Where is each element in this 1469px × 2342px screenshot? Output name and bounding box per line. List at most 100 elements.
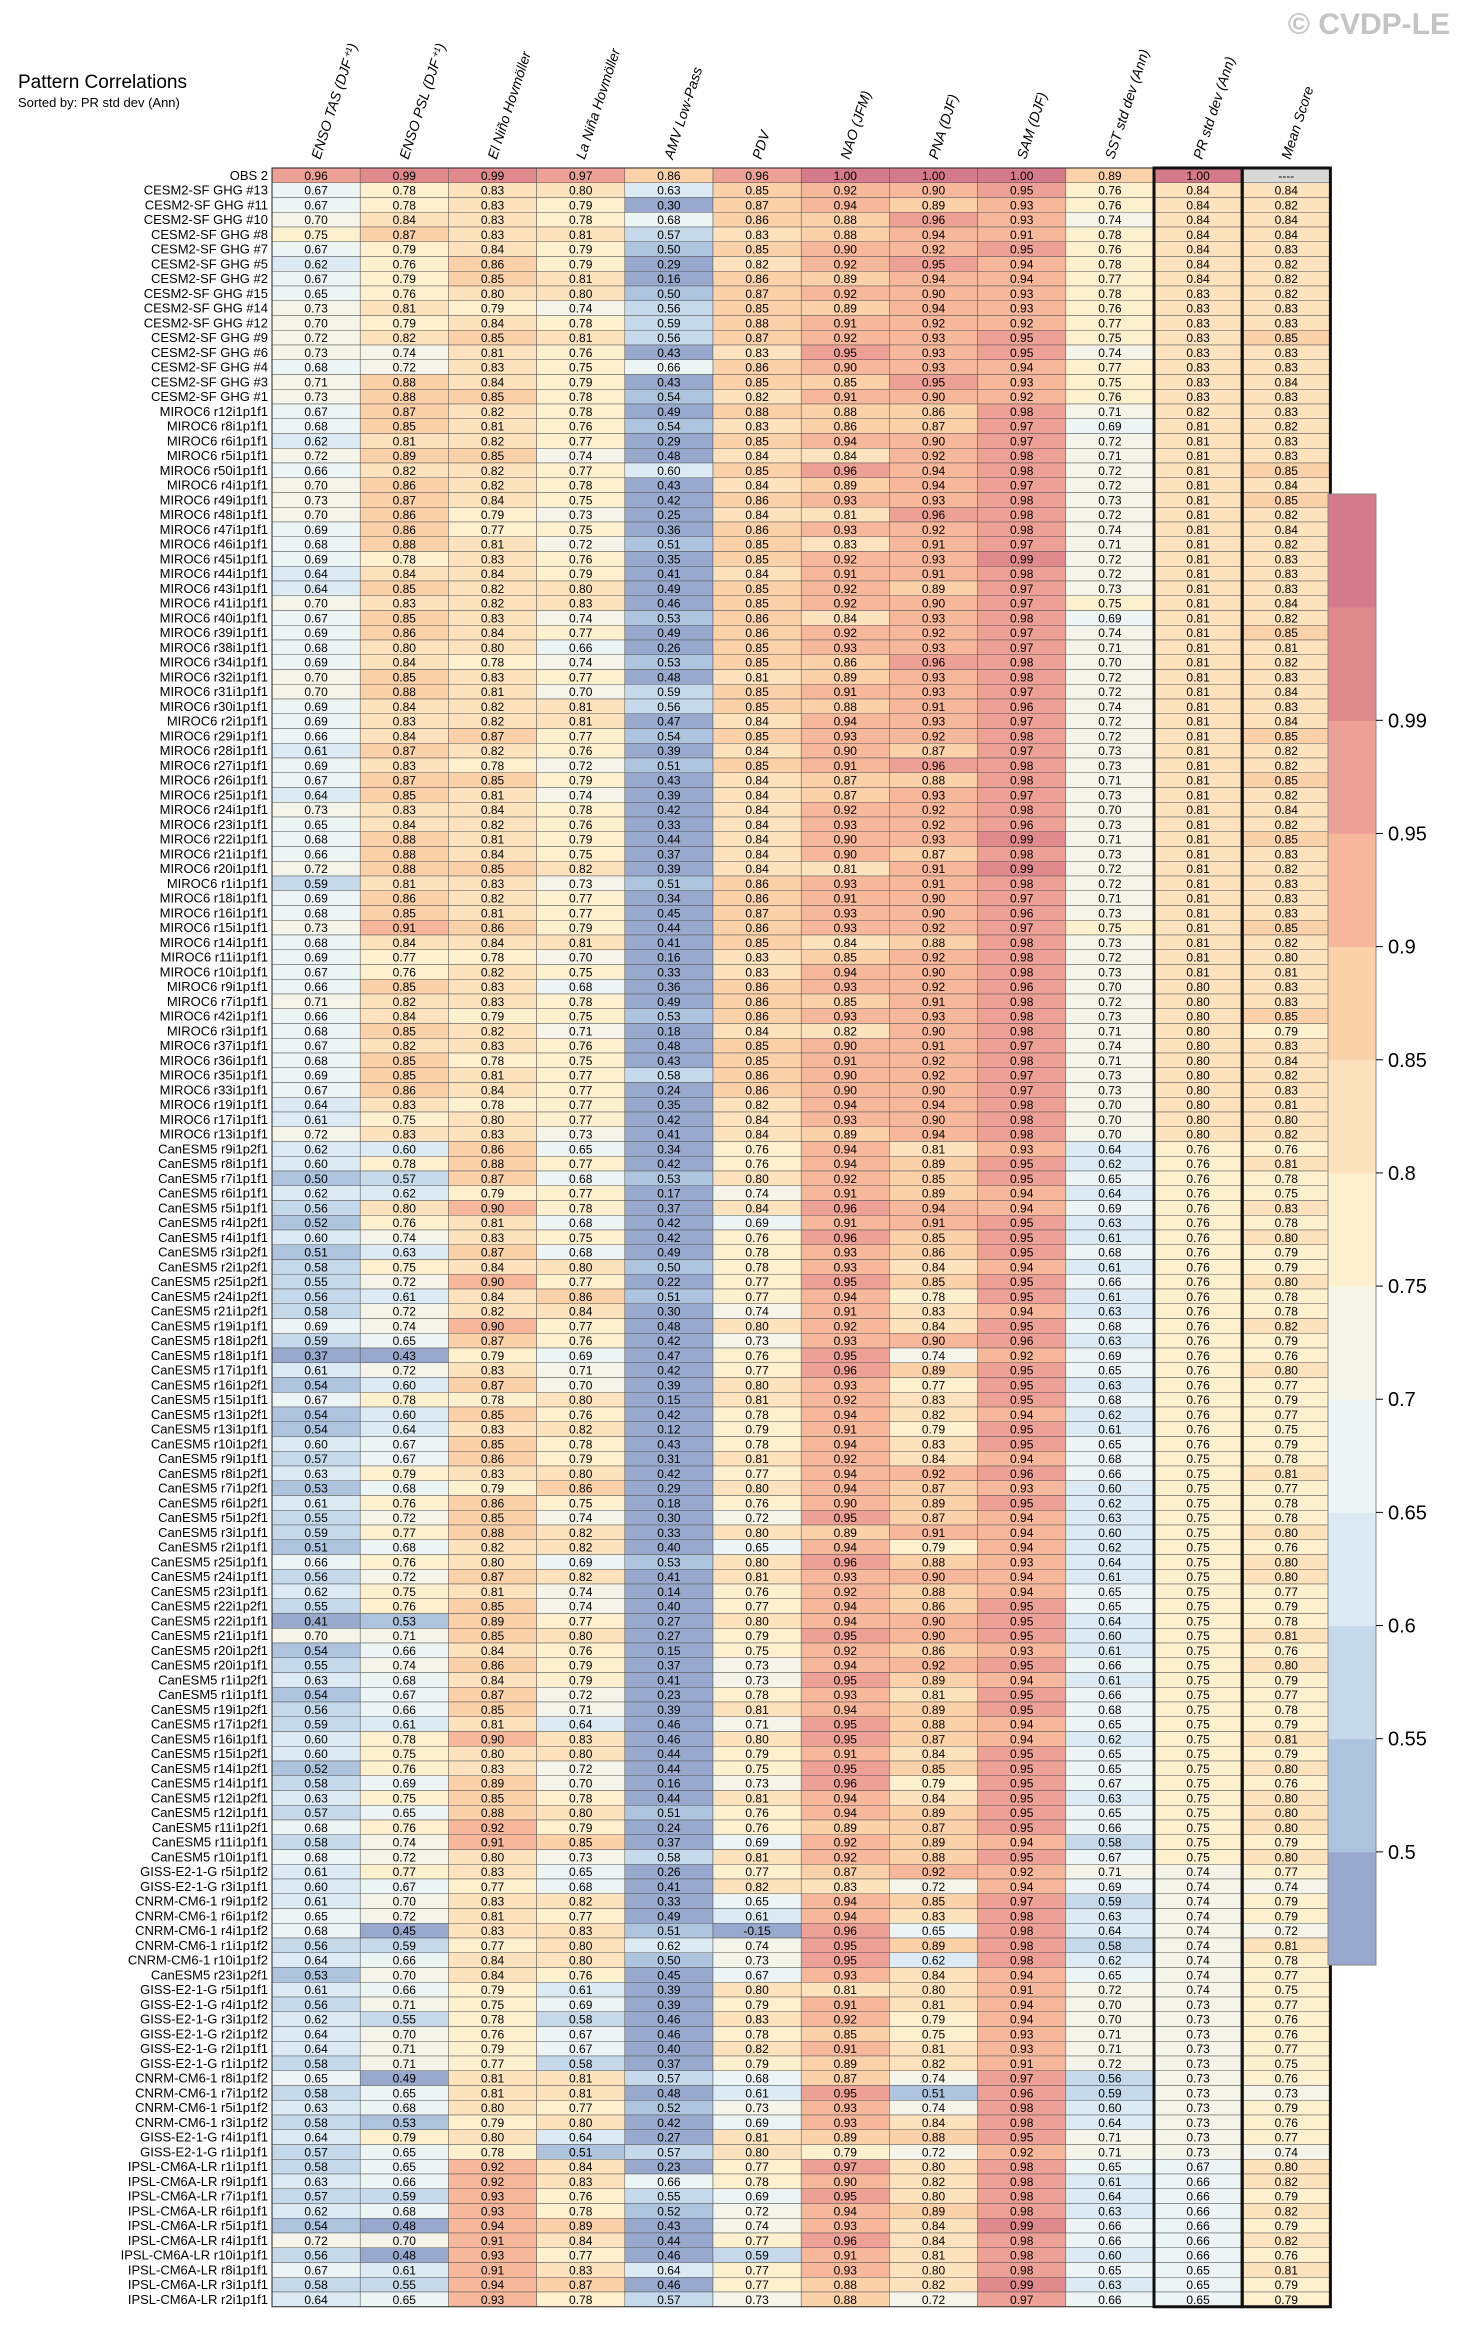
cell-value: 0.68 bbox=[1098, 1703, 1122, 1717]
cell-value: 0.87 bbox=[834, 2072, 858, 2086]
cell-value: 0.81 bbox=[834, 862, 858, 876]
cell-value: 0.83 bbox=[1275, 877, 1299, 891]
cell-value: 0.89 bbox=[569, 2219, 593, 2233]
cell-value: 0.80 bbox=[1186, 1039, 1210, 1053]
cell-value: 0.72 bbox=[393, 361, 417, 375]
cell-value: 0.65 bbox=[1186, 2278, 1210, 2292]
cell-value: 0.78 bbox=[393, 1393, 417, 1407]
cell-value: 0.71 bbox=[1098, 449, 1122, 463]
cell-value: 0.90 bbox=[922, 1570, 946, 1584]
cell-value: 0.81 bbox=[481, 2072, 505, 2086]
cell-value: 0.86 bbox=[481, 1659, 505, 1673]
cell-value: 0.33 bbox=[657, 1526, 681, 1540]
cell-value: 0.73 bbox=[1186, 2131, 1210, 2145]
cell-value: 0.99 bbox=[393, 169, 417, 183]
cell-value: 0.66 bbox=[1098, 1821, 1122, 1835]
cell-value: 0.97 bbox=[1010, 538, 1034, 552]
cell-value: 0.36 bbox=[657, 523, 681, 537]
cell-value: 0.78 bbox=[1098, 257, 1122, 271]
cell-value: 0.82 bbox=[481, 715, 505, 729]
cell-value: 0.99 bbox=[1010, 2219, 1034, 2233]
cell-value: 0.62 bbox=[1098, 1541, 1122, 1555]
cell-value: 0.84 bbox=[745, 774, 769, 788]
cell-value: 0.79 bbox=[1275, 2101, 1299, 2115]
cell-value: 0.85 bbox=[1275, 774, 1299, 788]
cell-value: 0.62 bbox=[1098, 1732, 1122, 1746]
row-label: CanESM5 r5i1p1f1 bbox=[158, 1200, 268, 1215]
cell-value: 0.94 bbox=[1010, 1880, 1034, 1894]
cell-value: 0.79 bbox=[569, 1673, 593, 1687]
cell-value: 0.39 bbox=[657, 1998, 681, 2012]
cell-value: 0.81 bbox=[481, 1718, 505, 1732]
colorbar: 0.50.550.60.650.70.750.80.850.90.950.99 bbox=[1327, 493, 1427, 1966]
cell-value: 0.80 bbox=[745, 1614, 769, 1628]
cell-value: 0.68 bbox=[569, 1880, 593, 1894]
cell-value: 0.98 bbox=[1010, 759, 1034, 773]
cell-value: 0.83 bbox=[834, 538, 858, 552]
cell-value: 0.93 bbox=[481, 2249, 505, 2263]
cell-value: 0.85 bbox=[481, 1437, 505, 1451]
cell-value: 0.92 bbox=[834, 582, 858, 596]
cell-value: 0.85 bbox=[393, 980, 417, 994]
cell-value: 0.93 bbox=[1010, 1555, 1034, 1569]
cell-value: 0.94 bbox=[834, 2204, 858, 2218]
cell-value: 0.80 bbox=[1275, 1806, 1299, 1820]
cell-value: 0.74 bbox=[569, 302, 593, 316]
cell-value: 0.86 bbox=[834, 656, 858, 670]
cell-value: 0.72 bbox=[1098, 479, 1122, 493]
cell-value: 0.57 bbox=[304, 2145, 328, 2159]
cell-value: 0.98 bbox=[1010, 1024, 1034, 1038]
cell-value: 0.76 bbox=[745, 1231, 769, 1245]
row-label: CanESM5 r2i1p1f1 bbox=[158, 1540, 268, 1555]
cell-value: 0.81 bbox=[1186, 493, 1210, 507]
watermark: © CVDP-LE bbox=[1288, 8, 1450, 41]
cell-value: 0.88 bbox=[922, 1718, 946, 1732]
cell-value: 0.83 bbox=[745, 228, 769, 242]
cell-value: 0.66 bbox=[393, 1644, 417, 1658]
cell-value: 0.55 bbox=[657, 2190, 681, 2204]
cell-value: 0.98 bbox=[1010, 1954, 1034, 1968]
cell-value: 0.53 bbox=[657, 1010, 681, 1024]
cell-value: 0.92 bbox=[922, 1865, 946, 1879]
row-label: CESM2-SF GHG #14 bbox=[144, 301, 268, 316]
cell-value: 0.82 bbox=[569, 862, 593, 876]
cell-value: 0.56 bbox=[304, 1290, 328, 1304]
cell-value: 0.64 bbox=[1098, 2116, 1122, 2130]
cell-value: 0.95 bbox=[834, 1511, 858, 1525]
cell-value: 0.85 bbox=[745, 582, 769, 596]
row-label: CanESM5 r7i1p1f1 bbox=[158, 1171, 268, 1186]
row-label: CESM2-SF GHG #3 bbox=[151, 374, 268, 389]
cell-value: 0.73 bbox=[745, 1659, 769, 1673]
cell-value: 1.00 bbox=[922, 169, 946, 183]
cell-value: 0.95 bbox=[834, 1732, 858, 1746]
cell-value: 0.66 bbox=[1186, 2234, 1210, 2248]
cell-value: 0.79 bbox=[1275, 2219, 1299, 2233]
cell-value: 0.98 bbox=[1010, 1924, 1034, 1938]
cell-value: 0.85 bbox=[1275, 464, 1299, 478]
column-header: SAM (DJF) bbox=[1013, 90, 1050, 161]
colorbar-tick-label: 0.6 bbox=[1388, 1616, 1416, 1638]
cell-value: 0.37 bbox=[657, 1201, 681, 1215]
cell-value: 0.93 bbox=[834, 1570, 858, 1584]
cell-value: 0.81 bbox=[1186, 538, 1210, 552]
cell-value: 0.94 bbox=[922, 228, 946, 242]
cell-value: 0.69 bbox=[304, 951, 328, 965]
cell-value: 0.84 bbox=[481, 847, 505, 861]
cell-value: 0.65 bbox=[1098, 1747, 1122, 1761]
cell-value: 0.64 bbox=[304, 2027, 328, 2041]
cell-value: 0.90 bbox=[834, 744, 858, 758]
cell-value: 0.94 bbox=[834, 1290, 858, 1304]
cell-value: 0.81 bbox=[1186, 774, 1210, 788]
row-label: MIROC6 r3i1p1f1 bbox=[167, 1023, 268, 1038]
cell-value: 0.80 bbox=[1275, 1850, 1299, 1864]
cell-value: 0.94 bbox=[834, 1659, 858, 1673]
cell-value: 0.74 bbox=[1098, 346, 1122, 360]
cell-value: 0.40 bbox=[657, 1600, 681, 1614]
cell-value: 0.71 bbox=[1098, 1024, 1122, 1038]
cell-value: 0.81 bbox=[1186, 656, 1210, 670]
cell-value: 0.70 bbox=[1098, 980, 1122, 994]
cell-value: 0.96 bbox=[834, 1231, 858, 1245]
cell-value: 0.70 bbox=[569, 1378, 593, 1392]
cell-value: 0.80 bbox=[922, 2190, 946, 2204]
cell-value: 0.94 bbox=[1010, 1968, 1034, 1982]
